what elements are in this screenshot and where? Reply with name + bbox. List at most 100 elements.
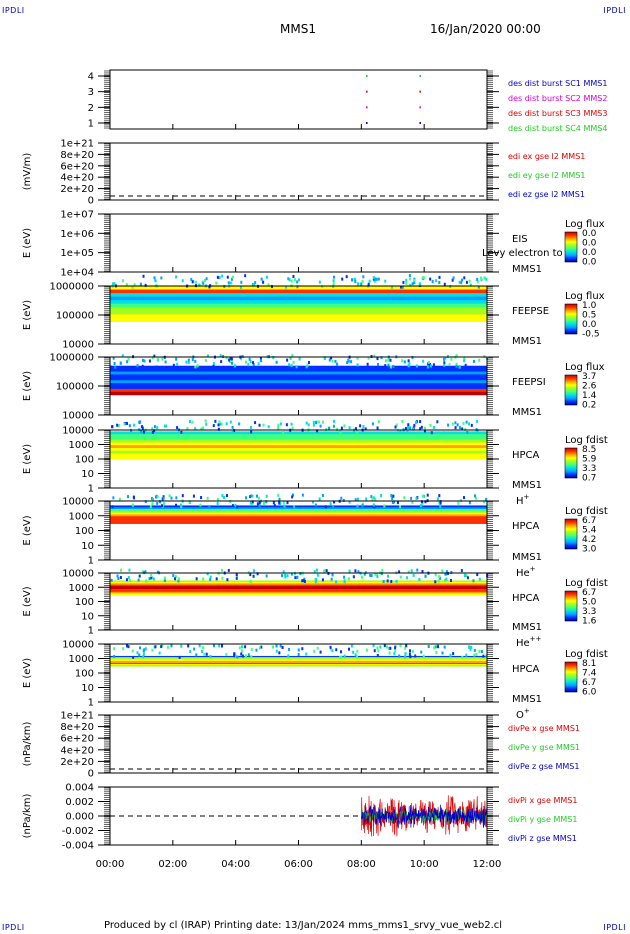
spectrogram-speckle (209, 577, 212, 581)
spectrogram-speckle (462, 421, 465, 425)
spectrogram-speckle (480, 276, 483, 280)
spectrogram-speckle (411, 650, 414, 654)
spectrogram-speckle (172, 363, 175, 367)
spectrogram-speckle (348, 426, 351, 430)
spectrogram-speckle (340, 655, 343, 659)
spectrogram-speckle (321, 578, 324, 582)
spectrogram-speckle (346, 361, 349, 365)
spectrogram-speckle (194, 365, 197, 369)
spectrogram-speckle (366, 362, 369, 366)
spectrogram-speckle (388, 651, 391, 655)
spectrogram-band (110, 656, 487, 659)
colorbar-tick: 0.0 (582, 248, 597, 258)
spectrogram-speckle (142, 274, 145, 278)
spectrogram-speckle (432, 425, 435, 429)
spectrogram-speckle (296, 575, 299, 579)
y-tick-label: 100000 (56, 382, 94, 393)
spectrogram-speckle (296, 285, 299, 289)
spectrogram-speckle (216, 501, 219, 505)
spectrogram-speckle (165, 424, 168, 428)
spectrogram-speckle (420, 500, 423, 504)
y-axis-label: E (eV) (22, 444, 33, 474)
spectrogram-speckle (113, 282, 116, 286)
spectrogram-speckle (339, 650, 342, 654)
y-axis-label: (nPa/km) (22, 722, 33, 767)
spectrogram-speckle (377, 363, 380, 367)
spectrogram-band (110, 307, 487, 312)
spectrogram-speckle (255, 648, 258, 652)
spectrogram-band (110, 383, 487, 387)
spectrogram-band (110, 388, 487, 393)
spectrogram-speckle (389, 365, 392, 369)
spectrogram-speckle (348, 569, 351, 573)
spectrogram-band (110, 586, 487, 589)
colorbar-tick: 4.2 (582, 535, 596, 545)
spectrogram-speckle (472, 359, 475, 363)
spectrogram-speckle (186, 426, 189, 430)
legend-entry: des dist burst SC3 MMS3 (508, 109, 607, 118)
spectrogram-speckle (295, 365, 298, 369)
y-tick-label: 1000 (69, 654, 94, 665)
y-tick-label: 2e+20 (60, 757, 94, 768)
spectrogram-speckle (236, 655, 239, 659)
spectrogram-speckle (175, 496, 178, 500)
spectrogram-speckle (468, 279, 471, 283)
spectrogram-speckle (420, 425, 423, 429)
spectrogram-speckle (208, 505, 211, 509)
spectrogram-speckle (128, 568, 131, 572)
species-charge: + (524, 707, 530, 715)
spectrogram-speckle (392, 494, 395, 498)
spectrogram-speckle (459, 498, 462, 502)
spectrogram-speckle (252, 574, 255, 578)
spectrogram-speckle (180, 644, 183, 648)
spacecraft-label: MMS1 (512, 622, 542, 633)
spectrogram-speckle (476, 277, 479, 281)
spectrogram-speckle (229, 281, 232, 285)
y-tick-label: 10000 (62, 497, 94, 508)
spectrogram-speckle (126, 421, 129, 425)
spectrogram-speckle (474, 496, 477, 500)
spectrogram-speckle (204, 279, 207, 283)
spectrogram-speckle (229, 356, 232, 360)
spectrogram-speckle (419, 504, 422, 508)
spectrogram-speckle (407, 426, 410, 430)
spectrogram-speckle (279, 422, 282, 426)
colorbar-tick: 3.7 (582, 372, 596, 382)
spectrogram-speckle (250, 494, 253, 498)
colorbar (564, 374, 578, 406)
spectrogram-speckle (282, 570, 285, 574)
spectrogram-speckle (432, 363, 435, 367)
spectrogram-speckle (298, 357, 301, 361)
spectrogram-speckle (343, 424, 346, 428)
spectrogram-speckle (411, 500, 414, 504)
spectrogram-speckle (306, 363, 309, 367)
spectrogram-speckle (174, 577, 177, 581)
spectrogram-speckle (337, 431, 340, 435)
spectrogram-speckle (251, 494, 254, 498)
spectrogram-speckle (111, 505, 114, 509)
panel-hpca_he: 10000 1000 100 10 1 E (eV) Log fdist6.75.44.23… (22, 493, 608, 579)
spectrogram-speckle (288, 647, 291, 651)
spectrogram-speckle (282, 431, 285, 435)
spectrogram-band (110, 391, 487, 396)
burst-mark (366, 106, 368, 109)
spectrogram-speckle (341, 277, 344, 281)
spectrogram-band (110, 655, 487, 658)
spectrogram-speckle (319, 650, 322, 654)
spectrogram-speckle (423, 494, 426, 498)
spectrogram-band (110, 591, 487, 594)
spectrogram-speckle (256, 572, 259, 576)
spectrogram-speckle (265, 494, 268, 498)
spectrogram-speckle (389, 646, 392, 650)
spectrogram-speckle (461, 278, 464, 282)
spectrogram-speckle (336, 427, 339, 431)
spectrogram-speckle (113, 647, 116, 651)
spectrogram-speckle (201, 426, 204, 430)
spectrogram-speckle (438, 575, 441, 579)
spectrogram-band (110, 303, 487, 308)
spectrogram-band (110, 660, 487, 662)
spectrogram-speckle (356, 282, 359, 286)
spectrogram-speckle (218, 644, 221, 648)
spectrogram-speckle (345, 275, 348, 279)
spectrogram-speckle (478, 358, 481, 362)
